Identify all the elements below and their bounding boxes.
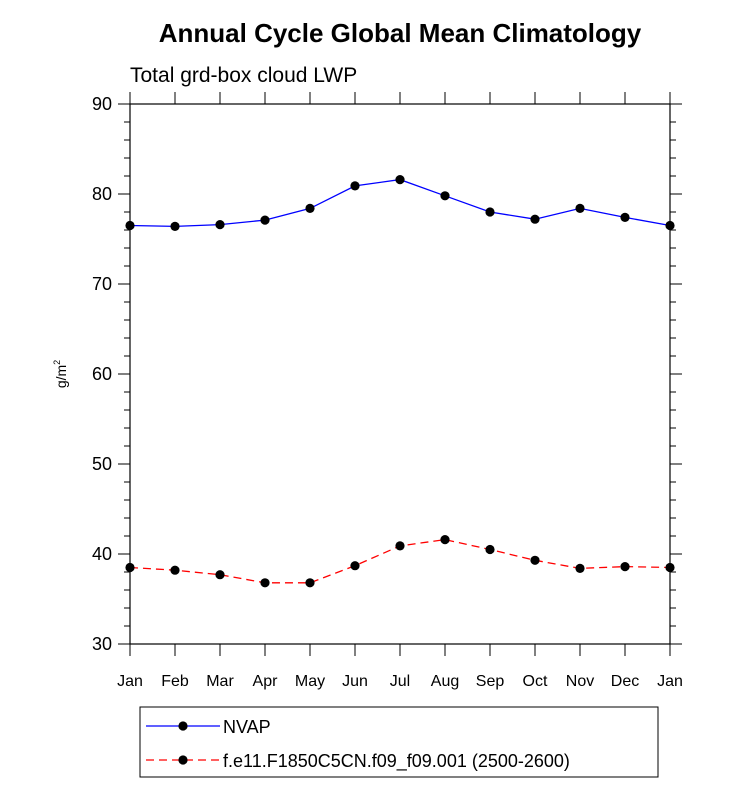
y-axis-ticks: 30 40 50 60 70 80 90 — [92, 94, 682, 654]
legend-label-2: f.e11.F1850C5CN.f09_f09.001 (2500-2600) — [223, 751, 570, 772]
series-2-point — [170, 565, 180, 575]
x-tick-label: Jan — [657, 673, 683, 690]
chart-subtitle: Total grd-box cloud LWP — [130, 64, 357, 87]
series-2-point — [440, 535, 450, 545]
y-tick-label: 80 — [92, 184, 112, 204]
legend: NVAP f.e11.F1850C5CN.f09_f09.001 (2500-26… — [146, 717, 570, 772]
series-2-point — [575, 563, 585, 574]
series-2-point — [125, 562, 135, 573]
y-axis-label: g/m2 — [52, 360, 69, 388]
plot-frame — [129, 103, 671, 645]
series-2-point — [485, 544, 495, 555]
series-1-point — [170, 221, 180, 231]
x-tick-label: Apr — [253, 673, 279, 690]
y-axis-label-unit: g/m — [53, 365, 69, 388]
series-1-point — [485, 207, 495, 217]
series-2-point — [665, 562, 675, 573]
series-2-point — [530, 555, 540, 565]
series-1-point — [575, 203, 585, 213]
series-1-point — [350, 181, 360, 191]
y-tick-label: 40 — [92, 544, 112, 564]
series-1-point — [260, 215, 270, 225]
y-axis-label-superscript: 2 — [52, 360, 62, 365]
x-tick-label: Nov — [566, 673, 594, 690]
x-axis-ticks: Jan Feb Mar Apr May Jun Jul Aug Sep Oct Nov Dec Jan — [117, 92, 683, 690]
series-layer — [125, 175, 675, 588]
y-tick-label: 30 — [92, 634, 112, 654]
x-tick-label: Jan — [117, 673, 143, 690]
y-tick-label: 60 — [92, 364, 112, 384]
series-line-1 — [129, 178, 671, 228]
y-tick-label: 50 — [92, 454, 112, 474]
chart-title: Annual Cycle Global Mean Climatology — [159, 18, 642, 48]
x-tick-label: Aug — [431, 673, 459, 690]
y-tick-label: 70 — [92, 274, 112, 294]
x-tick-label: Mar — [206, 673, 234, 690]
legend-label-1: NVAP — [223, 717, 271, 737]
legend-marker-1 — [178, 721, 188, 731]
series-1-point — [440, 191, 450, 201]
series-1-point — [395, 175, 405, 185]
x-tick-label: May — [295, 673, 325, 690]
legend-marker-2 — [178, 755, 188, 765]
series-2-point — [305, 578, 315, 588]
y-tick-label: 90 — [92, 94, 112, 114]
series-1-point — [620, 212, 630, 222]
x-tick-label: Jun — [342, 673, 368, 690]
x-tick-label: Jul — [390, 673, 410, 690]
x-tick-label: Dec — [611, 673, 639, 690]
series-1-point — [125, 220, 135, 231]
series-2-point — [215, 570, 225, 580]
series-2-point — [620, 562, 630, 572]
series-2-point — [350, 561, 360, 571]
series-1-point — [530, 214, 540, 224]
legend-box — [139, 706, 659, 778]
series-1-point — [215, 220, 225, 230]
x-tick-label: Sep — [476, 673, 505, 690]
x-tick-label: Oct — [523, 673, 548, 690]
series-2-point — [395, 541, 405, 551]
x-tick-label: Feb — [161, 673, 189, 690]
series-1-point — [305, 203, 315, 213]
series-1-point — [665, 220, 675, 231]
series-2-point — [260, 578, 270, 588]
